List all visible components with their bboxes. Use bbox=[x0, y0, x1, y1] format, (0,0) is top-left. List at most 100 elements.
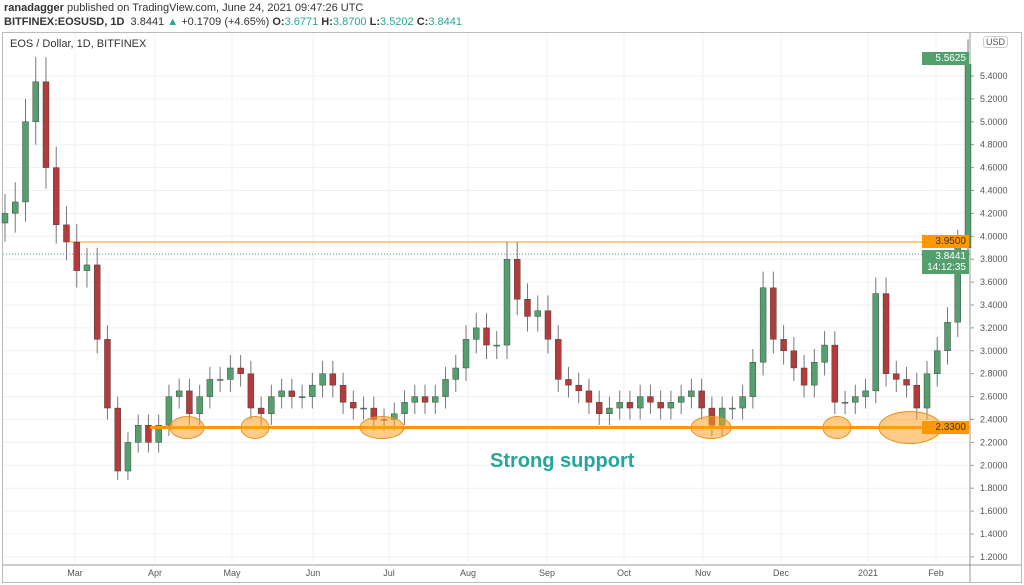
y-tick-label: 3.4000 bbox=[980, 300, 1008, 310]
l-label: L: bbox=[369, 16, 381, 28]
candle-body bbox=[770, 287, 777, 340]
y-tick-label: 2.8000 bbox=[980, 369, 1008, 379]
candle-body bbox=[134, 425, 142, 443]
high: 3.8700 bbox=[332, 16, 367, 28]
candle-body bbox=[124, 442, 132, 472]
candle-body bbox=[964, 64, 972, 248]
currency-label[interactable]: USD bbox=[983, 36, 1009, 48]
x-tick-label: 2021 bbox=[858, 568, 878, 578]
bar-countdown: 14:12:35 bbox=[927, 262, 966, 273]
y-tick-label: 5.4000 bbox=[980, 71, 1008, 81]
y-tick-label: 5.0000 bbox=[980, 117, 1008, 127]
candle-body bbox=[514, 259, 521, 300]
y-tick-label: 1.6000 bbox=[980, 506, 1008, 516]
change: +0.1709 (+4.65%) bbox=[181, 16, 270, 28]
support-touch-marker bbox=[690, 416, 732, 440]
candle-body bbox=[411, 396, 418, 403]
candle-body bbox=[595, 402, 603, 414]
candle-body bbox=[872, 293, 879, 392]
candle-body bbox=[677, 396, 685, 403]
x-tick-label: Apr bbox=[148, 568, 162, 578]
candle-body bbox=[401, 402, 408, 414]
candle-body bbox=[657, 402, 664, 409]
x-tick-label: Aug bbox=[460, 568, 476, 578]
candle-body bbox=[493, 344, 500, 347]
symbol: BITFINEX:EOSUSD, 1D bbox=[4, 16, 125, 28]
strong-support-annotation: Strong support bbox=[490, 450, 635, 472]
publish-date: published on TradingView.com, June 24, 2… bbox=[66, 2, 364, 14]
candle-body bbox=[862, 390, 869, 397]
o-label: O: bbox=[272, 16, 285, 28]
y-tick-label: 1.4000 bbox=[980, 529, 1008, 539]
current-price-tag: 3.8441 14:12:35 bbox=[922, 250, 969, 274]
candle-body bbox=[544, 310, 552, 340]
candle-body bbox=[749, 362, 757, 397]
y-tick-label: 2.0000 bbox=[980, 460, 1008, 470]
support-touch-marker bbox=[169, 416, 205, 440]
candle-body bbox=[616, 402, 623, 409]
candle-body bbox=[216, 379, 224, 381]
high-price-tag: 5.5625 bbox=[922, 52, 969, 65]
candle-body bbox=[206, 379, 214, 397]
candle-body bbox=[432, 396, 439, 403]
x-tick-label: Feb bbox=[928, 568, 944, 578]
candle-body bbox=[42, 81, 50, 168]
candle-body bbox=[155, 425, 162, 443]
x-tick-label: Dec bbox=[773, 568, 790, 578]
candle-body bbox=[53, 167, 60, 226]
candle-body bbox=[800, 367, 808, 386]
candle-body bbox=[821, 344, 828, 363]
candle-body bbox=[22, 121, 29, 203]
candle-body bbox=[165, 396, 173, 426]
candle-body bbox=[882, 293, 890, 374]
x-tick-label: Jun bbox=[306, 568, 321, 578]
candle-body bbox=[688, 390, 695, 397]
candle-body bbox=[473, 327, 480, 340]
candle-body bbox=[339, 384, 347, 403]
candle-body bbox=[626, 402, 634, 409]
candle-body bbox=[534, 310, 541, 317]
y-tick-label: 4.4000 bbox=[980, 186, 1008, 196]
y-tick-label: 3.0000 bbox=[980, 346, 1008, 356]
candle-body bbox=[83, 264, 91, 271]
y-tick-label: 2.2000 bbox=[980, 437, 1008, 447]
candle-body bbox=[893, 373, 900, 380]
candle-body bbox=[565, 379, 572, 386]
candle-body bbox=[647, 396, 654, 403]
y-tick-label: 2.4000 bbox=[980, 415, 1008, 425]
y-tick-label: 4.6000 bbox=[980, 163, 1008, 173]
candle-body bbox=[636, 396, 644, 409]
candle-body bbox=[114, 407, 121, 472]
candle-body bbox=[452, 367, 459, 380]
candle-body bbox=[350, 402, 357, 409]
candle-body bbox=[309, 384, 316, 397]
candle-body bbox=[462, 339, 470, 369]
candle-body bbox=[729, 407, 736, 410]
c-label: C: bbox=[416, 16, 429, 28]
candle-body bbox=[196, 396, 203, 414]
candle-body bbox=[12, 201, 19, 214]
y-tick-label: 1.8000 bbox=[980, 483, 1008, 493]
last-price: 3.8441 bbox=[130, 16, 165, 28]
y-tick-label: 4.0000 bbox=[980, 231, 1008, 241]
low: 3.5202 bbox=[380, 16, 414, 28]
candle-body bbox=[944, 321, 951, 351]
candle-body bbox=[298, 396, 306, 398]
candle-body bbox=[555, 339, 562, 380]
candle-body bbox=[247, 373, 255, 409]
close: 3.8441 bbox=[428, 16, 462, 28]
candle-body bbox=[780, 339, 787, 352]
y-tick-label: 3.8000 bbox=[980, 254, 1008, 264]
y-tick-label: 3.2000 bbox=[980, 323, 1008, 333]
up-arrow-icon: ▲ bbox=[167, 16, 179, 28]
candle-body bbox=[227, 367, 234, 380]
candle-body bbox=[811, 362, 818, 386]
candle-body bbox=[268, 396, 275, 414]
x-tick-label: Sep bbox=[539, 568, 555, 578]
y-tick-label: 4.2000 bbox=[980, 208, 1008, 218]
candle-body bbox=[73, 241, 80, 271]
candle-body bbox=[841, 402, 849, 404]
y-tick-label: 2.6000 bbox=[980, 392, 1008, 402]
author[interactable]: ranadagger bbox=[4, 2, 64, 14]
